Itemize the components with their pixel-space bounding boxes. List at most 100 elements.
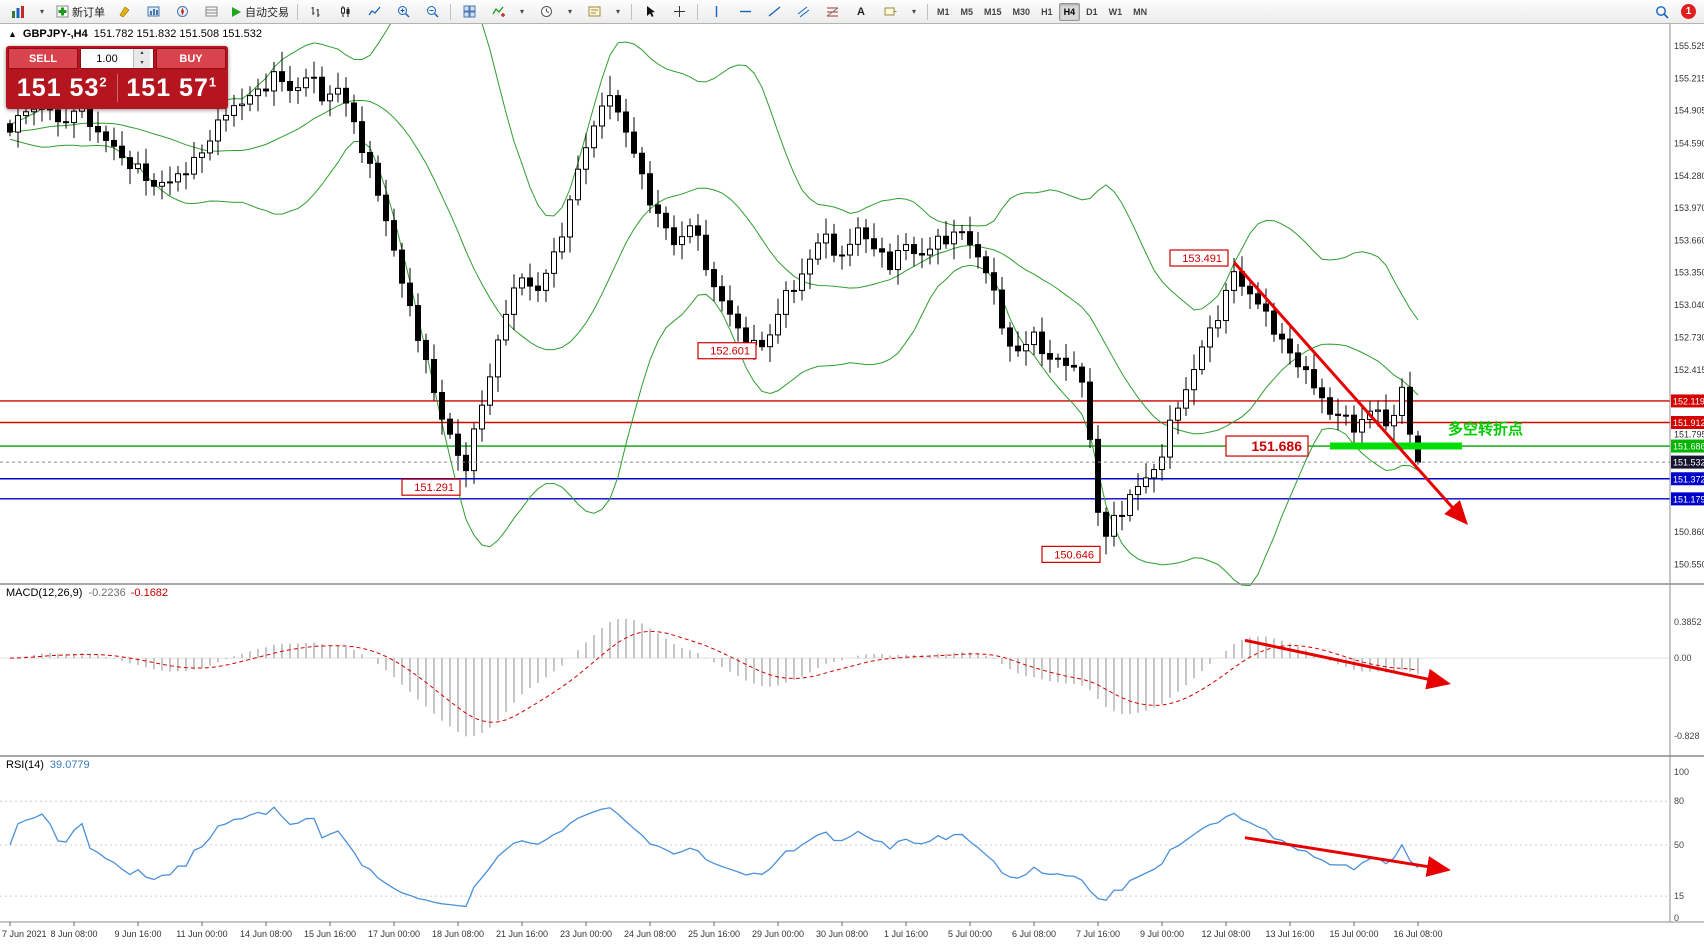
svg-text:152.601: 152.601 — [710, 346, 750, 358]
price-callout[interactable] — [1169, 249, 1229, 267]
toolbar-separator — [450, 3, 451, 20]
main-toolbar: ▾ 新订单 自动交易 ▾ ▾ — [0, 0, 1704, 24]
indicators-button[interactable] — [484, 1, 512, 23]
svg-text:11 Jun 00:00: 11 Jun 00:00 — [176, 929, 227, 939]
svg-text:50: 50 — [1674, 840, 1684, 850]
zoom-in-button[interactable] — [389, 1, 417, 23]
timeframe-H4[interactable]: H4 — [1058, 2, 1081, 21]
macd-signal-line — [9, 630, 1419, 723]
svg-text:18 Jun 08:00: 18 Jun 08:00 — [432, 929, 484, 939]
svg-text:151.372: 151.372 — [1673, 474, 1704, 484]
one-click-panel-toggle[interactable]: ▲ — [8, 29, 17, 39]
market-watch-button[interactable] — [139, 1, 167, 23]
fibonacci-tool[interactable] — [818, 1, 846, 23]
indicators-caret[interactable]: ▾ — [519, 7, 524, 16]
trend-arrow[interactable] — [1244, 836, 1451, 877]
svg-text:151.532: 151.532 — [1673, 458, 1704, 468]
svg-text:29 Jun 00:00: 29 Jun 00:00 — [752, 929, 804, 939]
svg-text:153.970: 153.970 — [1674, 203, 1704, 213]
timeframe-D1[interactable]: D1 — [1086, 6, 1098, 17]
navigator-button[interactable] — [168, 1, 196, 23]
svg-text:150.550: 150.550 — [1674, 559, 1704, 569]
buy-price-display[interactable]: 151 571 — [126, 73, 218, 102]
price-divider — [116, 74, 118, 102]
periods-caret[interactable]: ▾ — [567, 7, 572, 16]
timeframe-M15[interactable]: M15 — [984, 6, 1002, 17]
svg-text:15 Jun 16:00: 15 Jun 16:00 — [304, 929, 356, 939]
horizontal-line-tool[interactable] — [731, 1, 759, 23]
price-callout[interactable] — [1041, 545, 1101, 563]
trend-arrow[interactable] — [1244, 638, 1451, 690]
candlestick-mode-button[interactable] — [331, 1, 359, 23]
channel-tool[interactable] — [789, 1, 817, 23]
metaeditor-button[interactable] — [110, 1, 138, 23]
svg-text:14 Jun 08:00: 14 Jun 08:00 — [240, 929, 292, 939]
horizontal-line-icon — [739, 10, 751, 13]
buy-button[interactable]: BUY — [156, 48, 226, 69]
macd-header: MACD(12,26,9) -0.2236 -0.1682 — [6, 587, 169, 599]
search-button[interactable] — [1648, 1, 1676, 23]
templates-icon — [588, 6, 600, 17]
indicators-icon — [491, 6, 505, 17]
new-order-button[interactable]: 新订单 — [52, 1, 109, 23]
price-callout[interactable] — [1225, 435, 1309, 457]
terminal-button[interactable] — [197, 1, 225, 23]
tile-windows-icon — [463, 5, 475, 18]
bar-chart-mode-button[interactable] — [302, 1, 330, 23]
navigator-icon — [176, 6, 188, 17]
tile-windows-button[interactable] — [455, 1, 483, 23]
price-callout[interactable] — [697, 342, 757, 360]
timeframe-M5[interactable]: M5 — [960, 6, 974, 17]
new-chart-button[interactable] — [4, 1, 32, 23]
svg-text:-0.828: -0.828 — [1674, 731, 1700, 741]
trend-arrow[interactable] — [1232, 261, 1468, 525]
timeframe-W1[interactable]: W1 — [1108, 6, 1123, 17]
volume-increase-button[interactable]: ▴ — [140, 50, 144, 56]
cursor-tool-button[interactable] — [636, 1, 664, 23]
terminal-icon — [205, 6, 217, 17]
text-tool[interactable]: A — [847, 1, 875, 23]
chart-canvas[interactable]: 155.525 155.215 154.905 154.590 154.280 153.9… — [0, 24, 1704, 944]
turning-point-label[interactable]: 多空转折点 — [1448, 420, 1523, 438]
timeframe-M1[interactable]: M1 — [937, 6, 950, 17]
bar-chart-icon — [311, 7, 319, 17]
price-tag — [1671, 416, 1704, 429]
svg-text:17 Jun 00:00: 17 Jun 00:00 — [368, 929, 420, 939]
shapes-caret[interactable]: ▾ — [911, 7, 916, 16]
autotrading-button[interactable]: 自动交易 — [226, 1, 293, 23]
svg-text:13 Jul 16:00: 13 Jul 16:00 — [1265, 929, 1314, 939]
timeframe-M30[interactable]: M30 — [1012, 6, 1031, 17]
templates-caret[interactable]: ▾ — [615, 7, 620, 16]
svg-text:152.415: 152.415 — [1674, 365, 1704, 375]
svg-text:150.860: 150.860 — [1674, 527, 1704, 537]
svg-text:0.00: 0.00 — [1674, 653, 1692, 663]
line-chart-mode-button[interactable] — [360, 1, 388, 23]
svg-text:153.040: 153.040 — [1674, 300, 1704, 310]
svg-text:151.912: 151.912 — [1673, 418, 1704, 428]
sell-button[interactable]: SELL — [8, 48, 78, 69]
svg-text:8 Jun 08:00: 8 Jun 08:00 — [50, 929, 97, 939]
templates-button[interactable] — [580, 1, 608, 23]
vertical-line-tool[interactable] — [702, 1, 730, 23]
channel-icon — [797, 6, 809, 18]
periods-button[interactable] — [532, 1, 560, 23]
timeframe-H1[interactable]: H1 — [1041, 6, 1053, 17]
svg-text:15: 15 — [1674, 891, 1684, 901]
profiles-caret[interactable]: ▾ — [39, 7, 44, 16]
svg-text:24 Jun 08:00: 24 Jun 08:00 — [624, 929, 676, 939]
label-tool[interactable] — [876, 1, 904, 23]
sell-price-display[interactable]: 151 532 — [16, 73, 108, 102]
trendline-tool[interactable] — [760, 1, 788, 23]
crosshair-tool-button[interactable] — [665, 1, 693, 23]
chart-area[interactable]: 155.525 155.215 154.905 154.590 154.280 153.9… — [0, 24, 1704, 944]
svg-text:16 Jul 08:00: 16 Jul 08:00 — [1393, 929, 1442, 939]
timeframe-MN[interactable]: MN — [1133, 6, 1148, 17]
price-callout[interactable] — [401, 478, 461, 496]
zoom-out-button[interactable] — [418, 1, 446, 23]
price-tag — [1671, 472, 1704, 486]
volume-field: ▴ ▾ — [80, 48, 154, 69]
volume-decrease-button[interactable]: ▾ — [140, 59, 144, 66]
notifications-badge[interactable]: 1 — [1681, 4, 1696, 19]
toolbar-separator — [927, 3, 928, 20]
volume-input[interactable] — [81, 49, 133, 68]
